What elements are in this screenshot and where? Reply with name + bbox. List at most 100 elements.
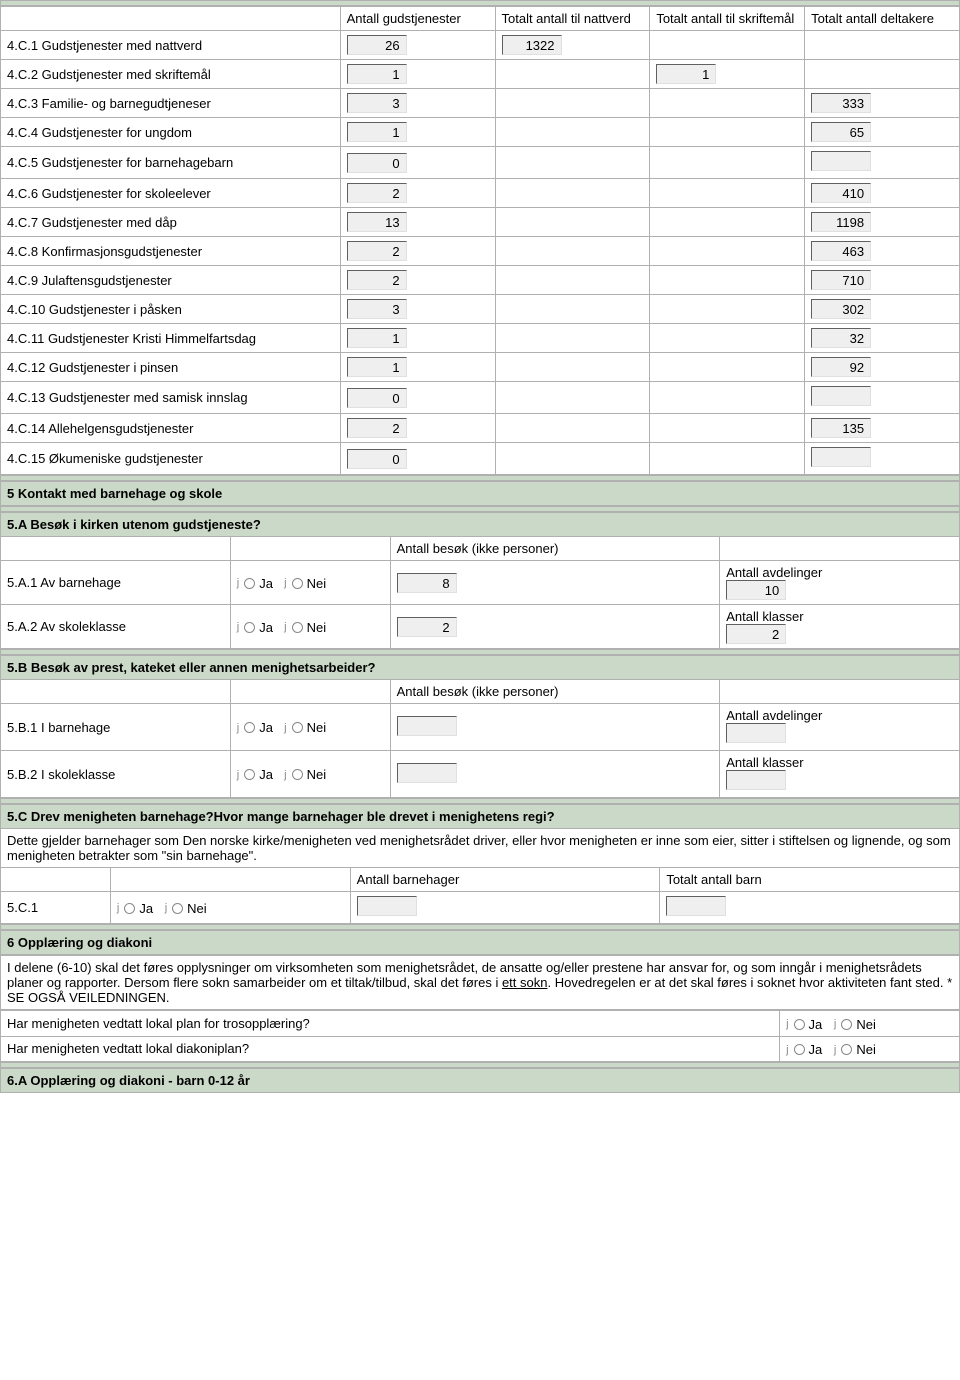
row-label: 4.C.14 Allehelgensgudstjenester: [1, 414, 341, 443]
input-antall-gudstjenester[interactable]: 2: [347, 183, 407, 203]
input-deltakere[interactable]: 92: [811, 357, 871, 377]
section-4c-table: Antall gudstjenester Totalt antall til n…: [0, 6, 960, 475]
row-label: 4.C.1 Gudstjenester med nattverd: [1, 31, 341, 60]
input-extra-value[interactable]: [726, 723, 786, 743]
question-label: Har menigheten vedtatt lokal plan for tr…: [1, 1011, 780, 1037]
input-deltakere[interactable]: 302: [811, 299, 871, 319]
input-antall-besok[interactable]: [397, 763, 457, 783]
input-antall-gudstjenester[interactable]: 0: [347, 153, 407, 173]
table-row: 4.C.4 Gudstjenester for ungdom 1 65: [1, 118, 960, 147]
row-label: 4.C.10 Gudstjenester i påsken: [1, 295, 341, 324]
input-totalt-antall-barn[interactable]: [666, 896, 726, 916]
input-nattverd[interactable]: 1322: [502, 35, 562, 55]
input-antall-gudstjenester[interactable]: 3: [347, 93, 407, 113]
table-row: 5.A.1 Av barnehagej Ja j Nei8Antall avde…: [1, 561, 960, 605]
table-row: 4.C.15 Økumeniske gudstjenester 0: [1, 443, 960, 475]
input-deltakere[interactable]: 463: [811, 241, 871, 261]
table-row: 4.C.11 Gudstjenester Kristi Himmelfartsd…: [1, 324, 960, 353]
input-antall-gudstjenester[interactable]: 1: [347, 64, 407, 84]
row-label: 4.C.7 Gudstjenester med dåp: [1, 208, 341, 237]
col-header: Totalt antall deltakere: [805, 7, 960, 31]
extra-label: Antall avdelinger: [726, 708, 953, 723]
input-deltakere[interactable]: [811, 386, 871, 406]
input-deltakere[interactable]: 410: [811, 183, 871, 203]
input-antall-gudstjenester[interactable]: 2: [347, 418, 407, 438]
section-5c-table: 5.C Drev menigheten barnehage?Hvor mange…: [0, 804, 960, 924]
input-antall-barnehager[interactable]: [357, 896, 417, 916]
input-deltakere[interactable]: [811, 151, 871, 171]
input-antall-gudstjenester[interactable]: 2: [347, 241, 407, 261]
section-5a-title: 5.A Besøk i kirken utenom gudstjeneste?: [1, 513, 960, 537]
table-row: 4.C.1 Gudstjenester med nattverd 26 1322: [1, 31, 960, 60]
row-label: 4.C.5 Gudstjenester for barnehagebarn: [1, 147, 341, 179]
row-label: 4.C.9 Julaftensgudstjenester: [1, 266, 341, 295]
extra-label: Antall avdelinger: [726, 565, 953, 580]
input-antall-gudstjenester[interactable]: 3: [347, 299, 407, 319]
row-label: 4.C.15 Økumeniske gudstjenester: [1, 443, 341, 475]
section-5c-note: Dette gjelder barnehager som Den norske …: [1, 829, 960, 868]
col-header: Antall gudstjenester: [340, 7, 495, 31]
input-antall-gudstjenester[interactable]: 1: [347, 328, 407, 348]
col-header: Antall besøk (ikke personer): [390, 537, 720, 561]
input-deltakere[interactable]: 333: [811, 93, 871, 113]
input-deltakere[interactable]: 1198: [811, 212, 871, 232]
table-row: 5.B.2 I skoleklassej Ja j NeiAntall klas…: [1, 751, 960, 798]
row-label: 4.C.3 Familie- og barnegudtjeneser: [1, 89, 341, 118]
section-5c-title: 5.C Drev menigheten barnehage?Hvor mange…: [1, 805, 960, 829]
section-5b-table: 5.B Besøk av prest, kateket eller annen …: [0, 655, 960, 798]
input-extra-value[interactable]: 10: [726, 580, 786, 600]
section-6a-title: 6.A Opplæring og diakoni - barn 0-12 år: [0, 1068, 960, 1093]
row-label: 4.C.4 Gudstjenester for ungdom: [1, 118, 341, 147]
input-deltakere[interactable]: 65: [811, 122, 871, 142]
input-deltakere[interactable]: 32: [811, 328, 871, 348]
input-antall-gudstjenester[interactable]: 0: [347, 388, 407, 408]
input-antall-gudstjenester[interactable]: 26: [347, 35, 407, 55]
radio-ja-nei[interactable]: j Ja j Nei: [237, 720, 326, 735]
radio-ja-nei[interactable]: j Ja j Nei: [237, 576, 326, 591]
input-extra-value[interactable]: [726, 770, 786, 790]
extra-label: Antall klasser: [726, 609, 953, 624]
table-row: 4.C.9 Julaftensgudstjenester 2 710: [1, 266, 960, 295]
input-skriftemal[interactable]: 1: [656, 64, 716, 84]
input-antall-gudstjenester[interactable]: 2: [347, 270, 407, 290]
col-header: Antall besøk (ikke personer): [390, 680, 720, 704]
section-5-title: 5 Kontakt med barnehage og skole: [0, 481, 960, 506]
input-antall-gudstjenester[interactable]: 0: [347, 449, 407, 469]
input-deltakere[interactable]: 135: [811, 418, 871, 438]
table-row: 4.C.5 Gudstjenester for barnehagebarn 0: [1, 147, 960, 179]
row-label: 4.C.12 Gudstjenester i pinsen: [1, 353, 341, 382]
input-deltakere[interactable]: 710: [811, 270, 871, 290]
row-label: 4.C.11 Gudstjenester Kristi Himmelfartsd…: [1, 324, 341, 353]
col-header: Totalt antall til nattverd: [495, 7, 650, 31]
question-label: Har menigheten vedtatt lokal diakoniplan…: [1, 1036, 780, 1062]
section-6-title: 6 Opplæring og diakoni: [0, 930, 960, 955]
section-5b-title: 5.B Besøk av prest, kateket eller annen …: [1, 656, 960, 680]
input-antall-gudstjenester[interactable]: 13: [347, 212, 407, 232]
input-antall-gudstjenester[interactable]: 1: [347, 357, 407, 377]
radio-ja-nei[interactable]: j Ja j Nei: [237, 767, 326, 782]
col-header: Antall barnehager: [350, 868, 660, 892]
radio-ja-nei[interactable]: j Ja j Nei: [237, 620, 326, 635]
table-row: 4.C.3 Familie- og barnegudtjeneser3333: [1, 89, 960, 118]
input-antall-besok[interactable]: 8: [397, 573, 457, 593]
row-label: 5.B.1 I barnehage: [1, 704, 231, 751]
table-row: 4.C.8 Konfirmasjonsgudstjenester2463: [1, 237, 960, 266]
extra-label: Antall klasser: [726, 755, 953, 770]
table-row: 4.C.12 Gudstjenester i pinsen 1 92: [1, 353, 960, 382]
col-header: Totalt antall til skriftemål: [650, 7, 805, 31]
input-extra-value[interactable]: 2: [726, 624, 786, 644]
table-row: 5.A.2 Av skoleklassej Ja j Nei2Antall kl…: [1, 605, 960, 649]
radio-ja-nei[interactable]: j Ja j Nei: [117, 901, 207, 916]
radio-ja-nei[interactable]: j Ja j Nei: [786, 1042, 876, 1057]
input-deltakere[interactable]: [811, 447, 871, 467]
row-label: 4.C.6 Gudstjenester for skoleelever: [1, 179, 341, 208]
radio-ja-nei[interactable]: j Ja j Nei: [786, 1017, 876, 1032]
input-antall-besok[interactable]: [397, 716, 457, 736]
input-antall-besok[interactable]: 2: [397, 617, 457, 637]
input-antall-gudstjenester[interactable]: 1: [347, 122, 407, 142]
row-label: 4.C.2 Gudstjenester med skriftemål: [1, 60, 341, 89]
table-row: 4.C.2 Gudstjenester med skriftemål 1 1: [1, 60, 960, 89]
row-label: 5.C.1: [1, 892, 111, 924]
row-label: 4.C.13 Gudstjenester med samisk innslag: [1, 382, 341, 414]
section-5a-table: 5.A Besøk i kirken utenom gudstjeneste? …: [0, 512, 960, 649]
